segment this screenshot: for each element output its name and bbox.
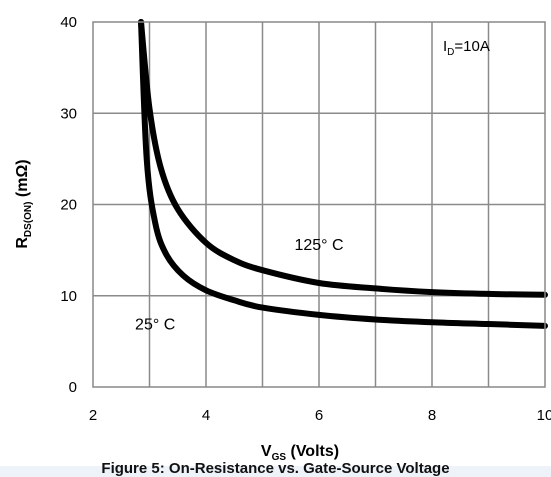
x-tick-label: 2 [89,407,97,424]
series-line-25c [138,19,548,329]
x-tick-label: 4 [202,407,210,424]
grid-lines [93,22,545,387]
x-tick-labels: 2 4 6 8 10 [89,407,551,424]
y-tick-label: 30 [60,105,77,122]
x-tick-label: 6 [315,407,323,424]
y-tick-label: 20 [60,197,77,214]
figure-caption: Figure 5: On-Resistance vs. Gate-Source … [101,460,450,477]
caption-band [0,466,551,477]
x-tick-label: 10 [537,407,551,424]
series-label-125c: 125° C [294,237,343,254]
y-tick-label: 10 [60,288,77,305]
annotation-id: ID=10A [443,38,490,58]
series-labels: 125° C 25° C [135,237,343,333]
curve-group [138,19,548,329]
series-label-25c: 25° C [135,317,175,334]
plot-frame [92,21,546,388]
x-tick-label: 8 [428,407,436,424]
y-tick-label: 40 [60,14,77,31]
x-axis-label: VGS (Volts) [261,443,339,463]
y-tick-labels: 0 10 20 30 40 [60,14,77,396]
series-line-125c [138,19,548,298]
y-axis-label: RDS(ON) (mΩ) [14,159,34,248]
y-tick-label: 0 [69,379,77,396]
